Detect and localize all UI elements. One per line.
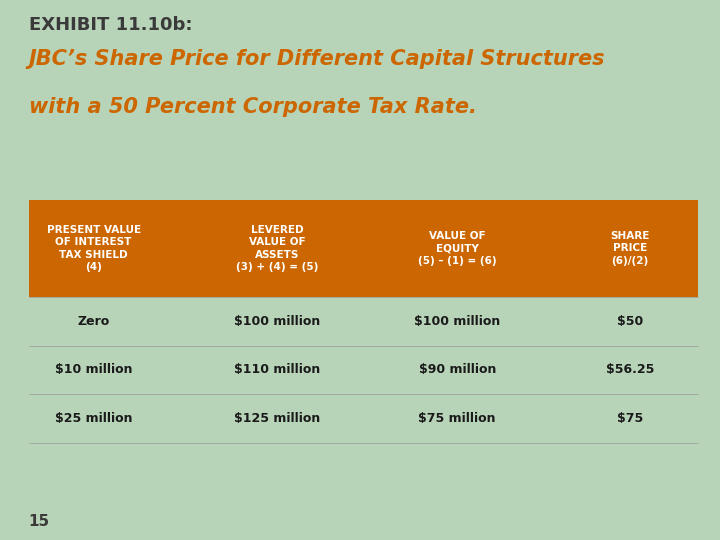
Text: $75 million: $75 million (418, 412, 496, 425)
Text: $110 million: $110 million (234, 363, 320, 376)
Text: $56.25: $56.25 (606, 363, 654, 376)
Text: $50: $50 (617, 315, 643, 328)
Text: $100 million: $100 million (234, 315, 320, 328)
Text: $25 million: $25 million (55, 412, 132, 425)
Text: LEVERED
VALUE OF
ASSETS
(3) + (4) = (5): LEVERED VALUE OF ASSETS (3) + (4) = (5) (236, 225, 318, 272)
Text: 15: 15 (29, 514, 50, 529)
Text: EXHIBIT 11.10b:: EXHIBIT 11.10b: (29, 16, 192, 34)
Text: JBC’s Share Price for Different Capital Structures: JBC’s Share Price for Different Capital … (29, 49, 606, 69)
Text: $90 million: $90 million (418, 363, 496, 376)
Bar (29, 200, 698, 297)
Text: VALUE OF
EQUITY
(5) – (1) = (6): VALUE OF EQUITY (5) – (1) = (6) (418, 231, 497, 266)
Text: $75: $75 (617, 412, 643, 425)
Text: PRESENT VALUE
OF INTEREST
TAX SHIELD
(4): PRESENT VALUE OF INTEREST TAX SHIELD (4) (47, 225, 140, 272)
Text: $10 million: $10 million (55, 363, 132, 376)
Text: with a 50 Percent Corporate Tax Rate.: with a 50 Percent Corporate Tax Rate. (29, 97, 477, 117)
Text: SHARE
PRICE
(6)/(2): SHARE PRICE (6)/(2) (611, 231, 649, 266)
Text: $125 million: $125 million (234, 412, 320, 425)
Text: $100 million: $100 million (414, 315, 500, 328)
Text: Zero: Zero (78, 315, 109, 328)
